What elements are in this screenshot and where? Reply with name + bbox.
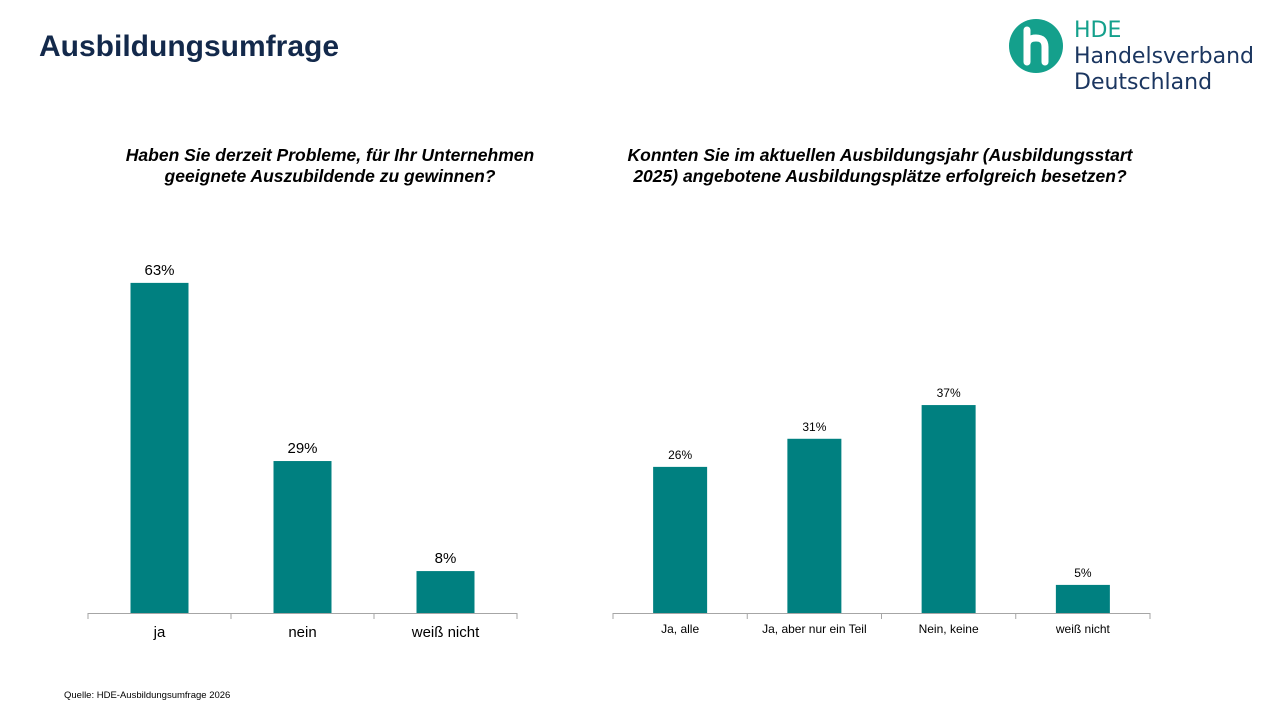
chart-1-bar (416, 571, 475, 613)
logo-text: HDE Handelsverband Deutschland (1074, 18, 1254, 96)
chart-2-bar (653, 466, 708, 613)
chart-2-value-label: 31% (802, 420, 826, 434)
chart-2-category-label: Ja, aber nur ein Teil (762, 622, 867, 636)
chart-2-category-label: weiß nicht (1055, 622, 1111, 636)
chart-2-bar (787, 438, 842, 613)
logo-line-hde: HDE (1074, 18, 1122, 43)
page-title: Ausbildungsumfrage (39, 30, 340, 63)
chart-1-plot: 63% ja 29% nein 8% weiß nicht (87, 262, 518, 641)
chart-1-value-label: 8% (435, 550, 457, 567)
chart-1-bar (130, 282, 189, 613)
chart-1-title: Haben Sie derzeit Probleme, für Ihr Unte… (125, 145, 535, 186)
chart-2-title: Konnten Sie im aktuellen Ausbildungsjahr… (627, 145, 1133, 186)
chart-2-value-label: 5% (1074, 566, 1092, 580)
logo-line-handelsverband: Handelsverband (1074, 44, 1254, 69)
chart-1-category-label: weiß nicht (411, 624, 480, 641)
chart-1-bar (273, 461, 332, 613)
chart-2-value-label: 37% (937, 386, 961, 400)
source-note: Quelle: HDE-Ausbildungsumfrage 2026 (64, 690, 231, 701)
chart-2-plot: 26% Ja, alle 31% Ja, aber nur ein Teil 37% Ne… (612, 386, 1151, 636)
hde-logo-mark-icon (1009, 19, 1063, 73)
chart-2-value-label: 26% (668, 448, 692, 462)
chart-2-category-label: Nein, keine (919, 622, 979, 636)
hde-logo: HDE Handelsverband Deutschland (1008, 18, 1254, 102)
logo-line-deutschland: Deutschland (1074, 70, 1213, 95)
chart-1-value-label: 29% (287, 440, 317, 457)
chart-2-bar (1055, 584, 1110, 613)
chart-2-category-label: Ja, alle (661, 622, 699, 636)
chart-1-category-label: ja (153, 624, 166, 641)
chart-1-value-label: 63% (144, 262, 174, 279)
chart-1-category-label: nein (288, 624, 316, 641)
chart-2-bar (921, 405, 976, 613)
